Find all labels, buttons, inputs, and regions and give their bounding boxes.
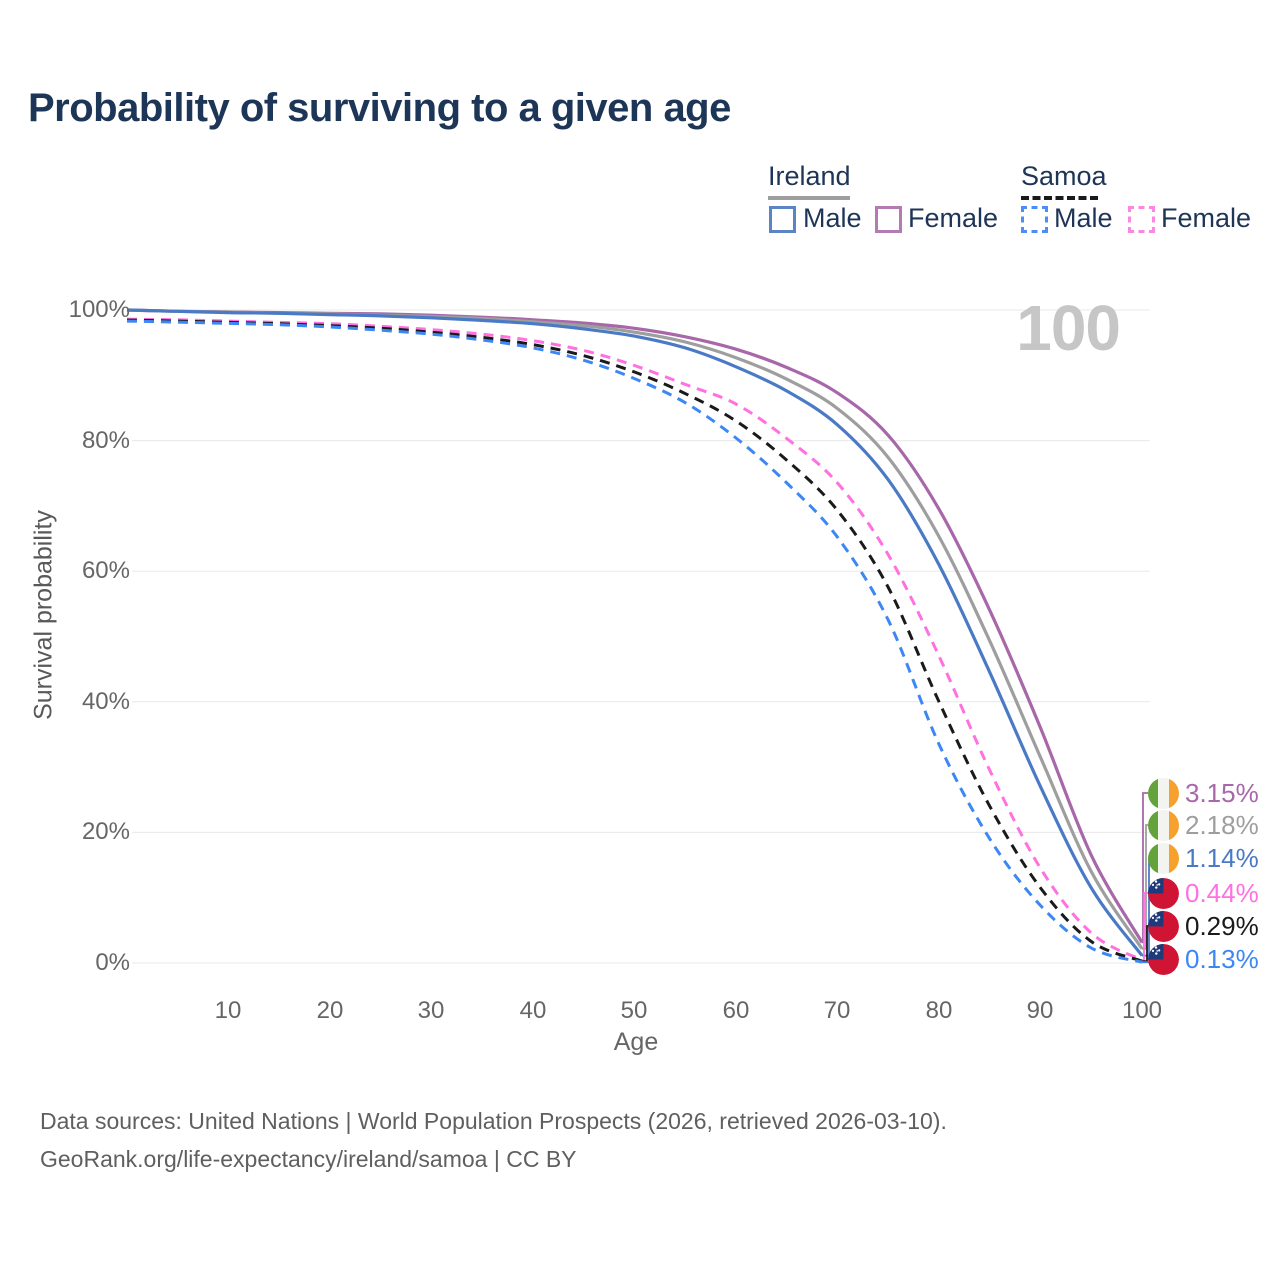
x-tick-60: 60 [722, 997, 750, 1024]
legend-swatch-ireland-female[interactable] [875, 206, 902, 233]
legend-samoa-underline [1021, 196, 1098, 200]
line-samoa-male[interactable] [126, 319, 1143, 964]
line-ireland-female[interactable] [126, 308, 1144, 944]
x-tick-100: 100 [1121, 997, 1163, 1024]
hover-age-watermark: 100 [1016, 292, 1121, 364]
x-tick-10: 10 [214, 997, 242, 1024]
line-ireland-male[interactable] [126, 308, 1144, 957]
y-tick-100: 100% [68, 296, 130, 323]
x-tick-50: 50 [620, 997, 648, 1024]
x-tick-70: 70 [823, 997, 851, 1024]
y-tick-60: 60% [81, 557, 130, 584]
x-tick-40: 40 [519, 997, 547, 1024]
end-value-ireland-male: 1.14% [1185, 843, 1259, 873]
x-tick-80: 80 [925, 997, 953, 1024]
line-samoa[interactable] [126, 318, 1143, 963]
legend-label-ireland-female[interactable]: Female [908, 203, 999, 233]
page-title: Probability of surviving to a given age [28, 86, 731, 130]
ireland-flag-icon [1148, 778, 1179, 809]
source-url[interactable]: GeoRank.org/life-expectancy/ireland/samo… [40, 1146, 577, 1172]
y-tick-40: 40% [81, 688, 130, 715]
label-connector-ireland-female [1142, 792, 1148, 944]
end-value-ireland-both: 2.18% [1185, 810, 1259, 840]
y-tick-20: 20% [81, 818, 130, 845]
legend-label-ireland-male[interactable]: Male [803, 203, 862, 233]
end-value-ireland-female: 3.15% [1185, 778, 1259, 808]
x-tick-90: 90 [1026, 997, 1054, 1024]
legend-swatch-samoa-female[interactable] [1128, 206, 1155, 233]
label-connector-samoa [1142, 925, 1148, 962]
legend-group-samoa-label[interactable]: Samoa [1021, 161, 1107, 191]
label-connector-ireland-male [1142, 857, 1150, 957]
samoa-flag-icon [1148, 878, 1179, 909]
end-value-samoa-male: 0.13% [1185, 944, 1259, 974]
x-tick-30: 30 [417, 997, 445, 1024]
y-tick-0: 0% [95, 949, 130, 976]
ireland-flag-icon [1148, 843, 1179, 874]
end-value-samoa-both: 0.29% [1185, 911, 1259, 941]
ireland-flag-icon [1148, 810, 1179, 841]
legend-group-ireland-label[interactable]: Ireland [768, 161, 851, 191]
samoa-flag-icon [1148, 944, 1179, 975]
label-connector-ireland [1142, 824, 1148, 950]
legend-ireland-underline [768, 196, 850, 200]
x-axis-title: Age [613, 1028, 659, 1056]
end-value-samoa-female: 0.44% [1185, 878, 1259, 908]
line-samoa-female[interactable] [126, 317, 1143, 962]
x-tick-20: 20 [316, 997, 344, 1024]
legend-swatch-samoa-male[interactable] [1021, 206, 1048, 233]
legend-swatch-ireland-male[interactable] [769, 206, 796, 233]
line-ireland[interactable] [126, 308, 1144, 950]
samoa-flag-icon [1148, 911, 1179, 942]
legend-label-samoa-female[interactable]: Female [1161, 203, 1252, 233]
legend-label-samoa-male[interactable]: Male [1054, 203, 1113, 233]
data-sources-note: Data sources: United Nations | World Pop… [40, 1108, 947, 1134]
y-tick-80: 80% [81, 427, 130, 454]
